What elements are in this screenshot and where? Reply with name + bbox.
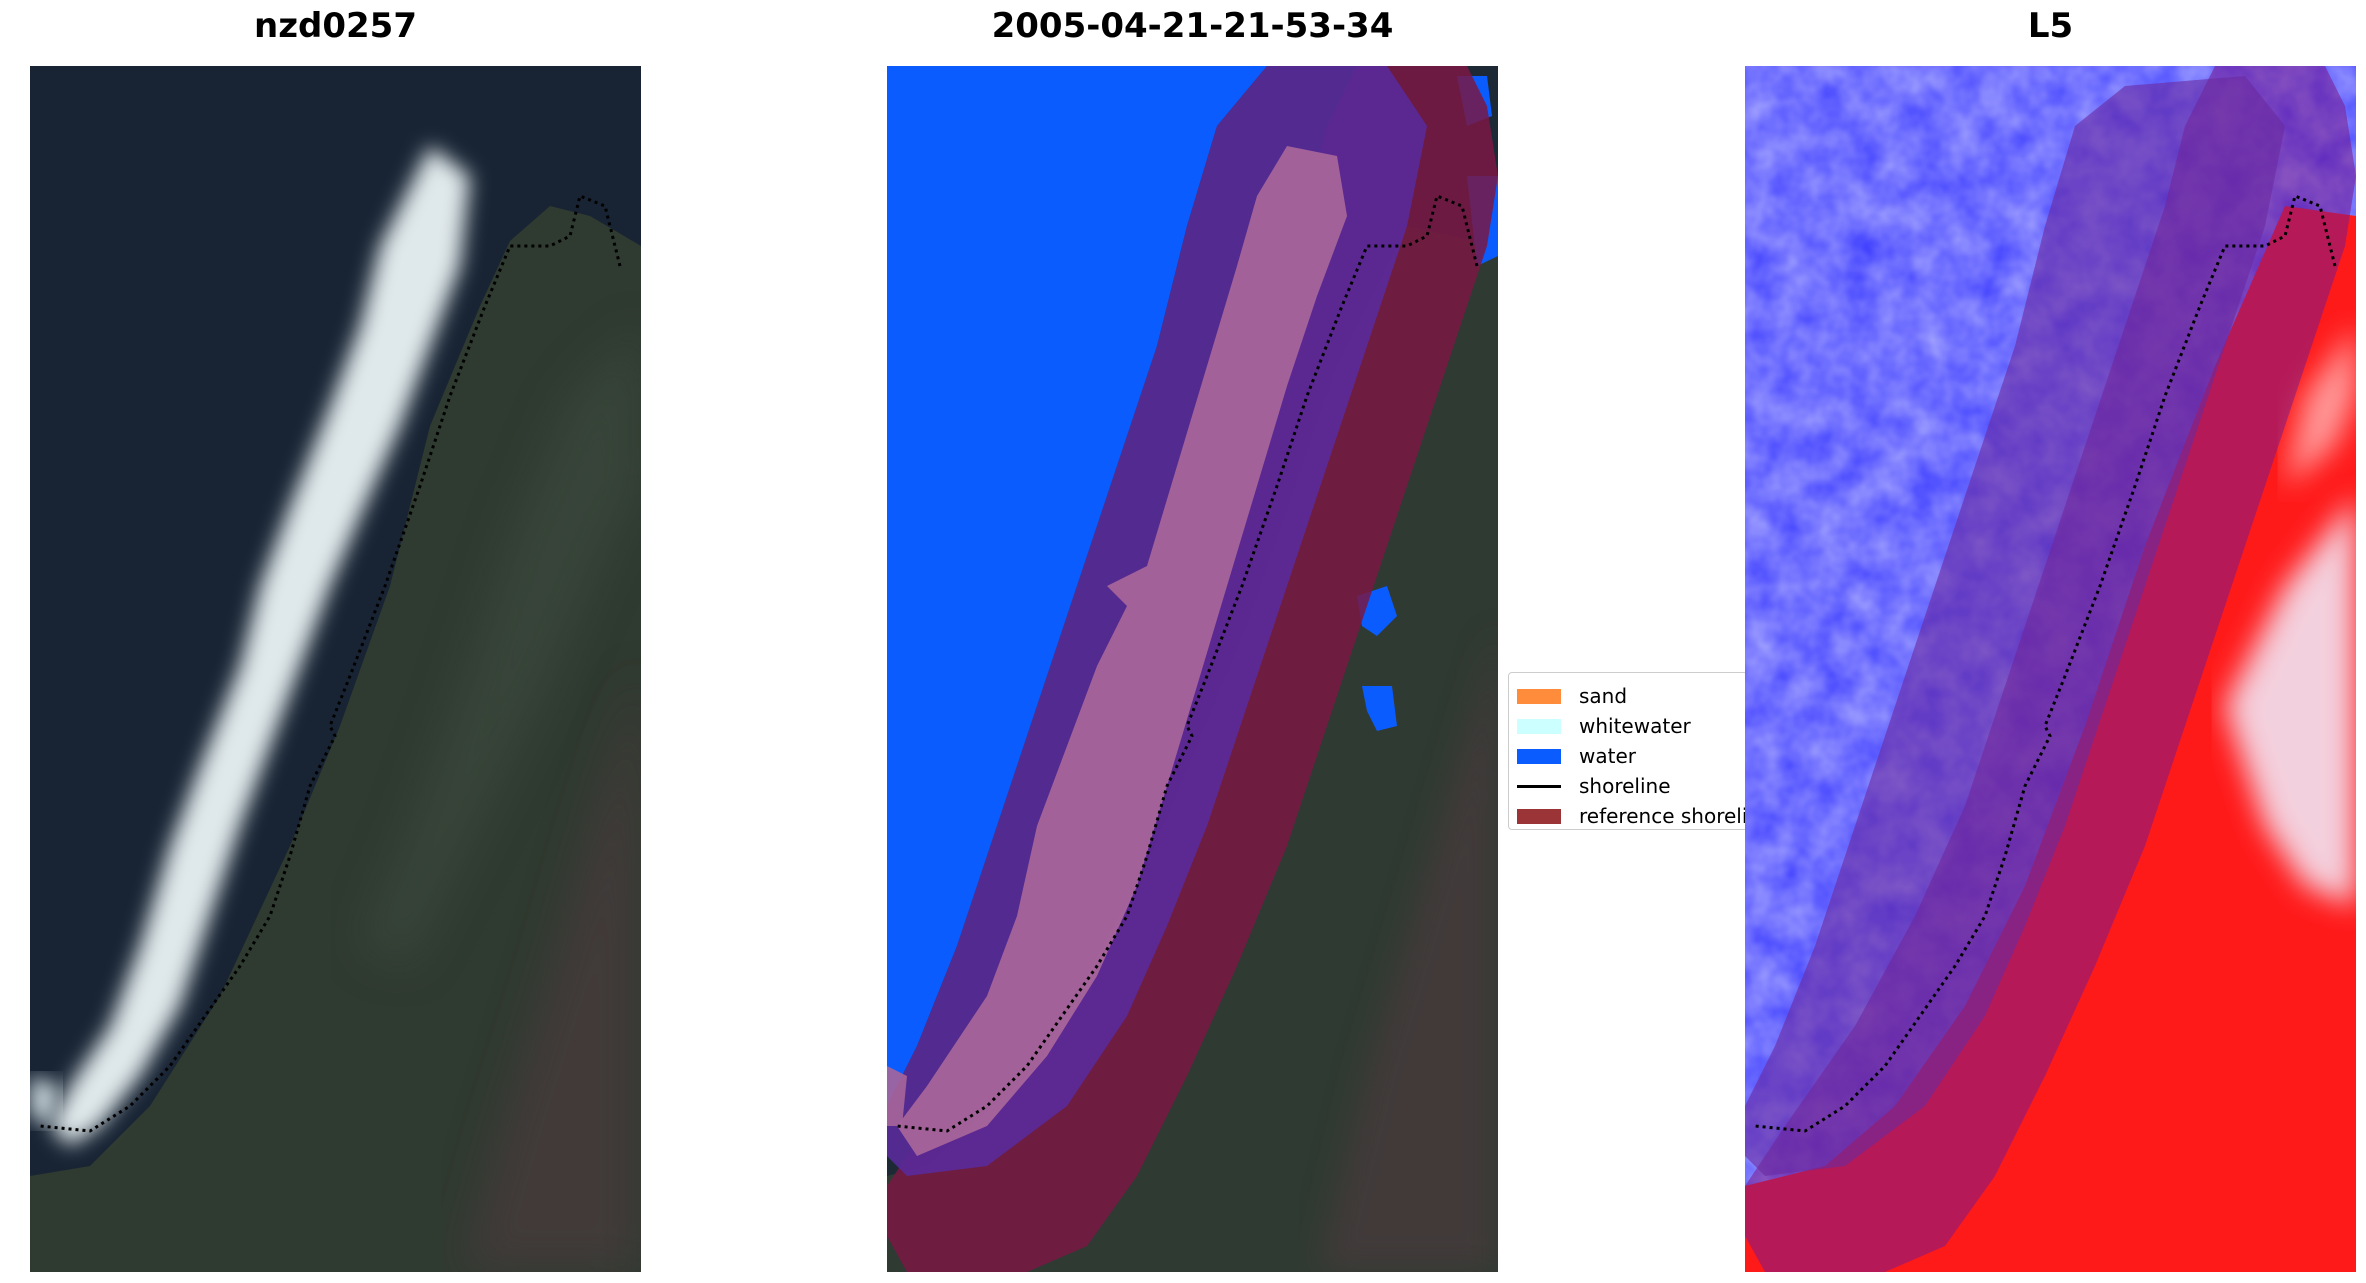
legend-patch-reference-shoreline — [1517, 808, 1561, 824]
legend-item-sand: sand — [1517, 681, 1747, 711]
legend-label-sand: sand — [1579, 684, 1628, 708]
classification-panel — [887, 66, 1498, 1272]
legend-patch-whitewater — [1517, 718, 1561, 734]
legend-label-whitewater: whitewater — [1579, 714, 1691, 738]
legend-label-reference-shoreline: reference shoreline — [1579, 804, 1748, 828]
legend-patch-sand — [1517, 688, 1561, 704]
legend-item-whitewater: whitewater — [1517, 711, 1747, 741]
legend-item-reference-shoreline: reference shoreline — [1517, 801, 1748, 829]
index-image — [1745, 66, 2356, 1272]
legend-label-water: water — [1579, 744, 1636, 768]
classification-image — [887, 66, 1498, 1272]
legend-item-water: water — [1517, 741, 1747, 771]
panel-title-classification: 2005-04-21-21-53-34 — [991, 6, 1394, 46]
rgb-image — [30, 66, 641, 1272]
legend-label-shoreline: shoreline — [1579, 774, 1671, 798]
panel-title-index: L5 — [2027, 6, 2074, 46]
legend: sand whitewater water shoreline referenc… — [1508, 672, 1748, 830]
legend-patch-water — [1517, 748, 1561, 764]
index-image-panel — [1745, 66, 2356, 1272]
legend-line-shoreline — [1517, 784, 1561, 788]
rgb-image-panel — [30, 66, 641, 1272]
legend-item-shoreline: shoreline — [1517, 771, 1747, 801]
panel-title-rgb: nzd0257 — [254, 6, 417, 46]
